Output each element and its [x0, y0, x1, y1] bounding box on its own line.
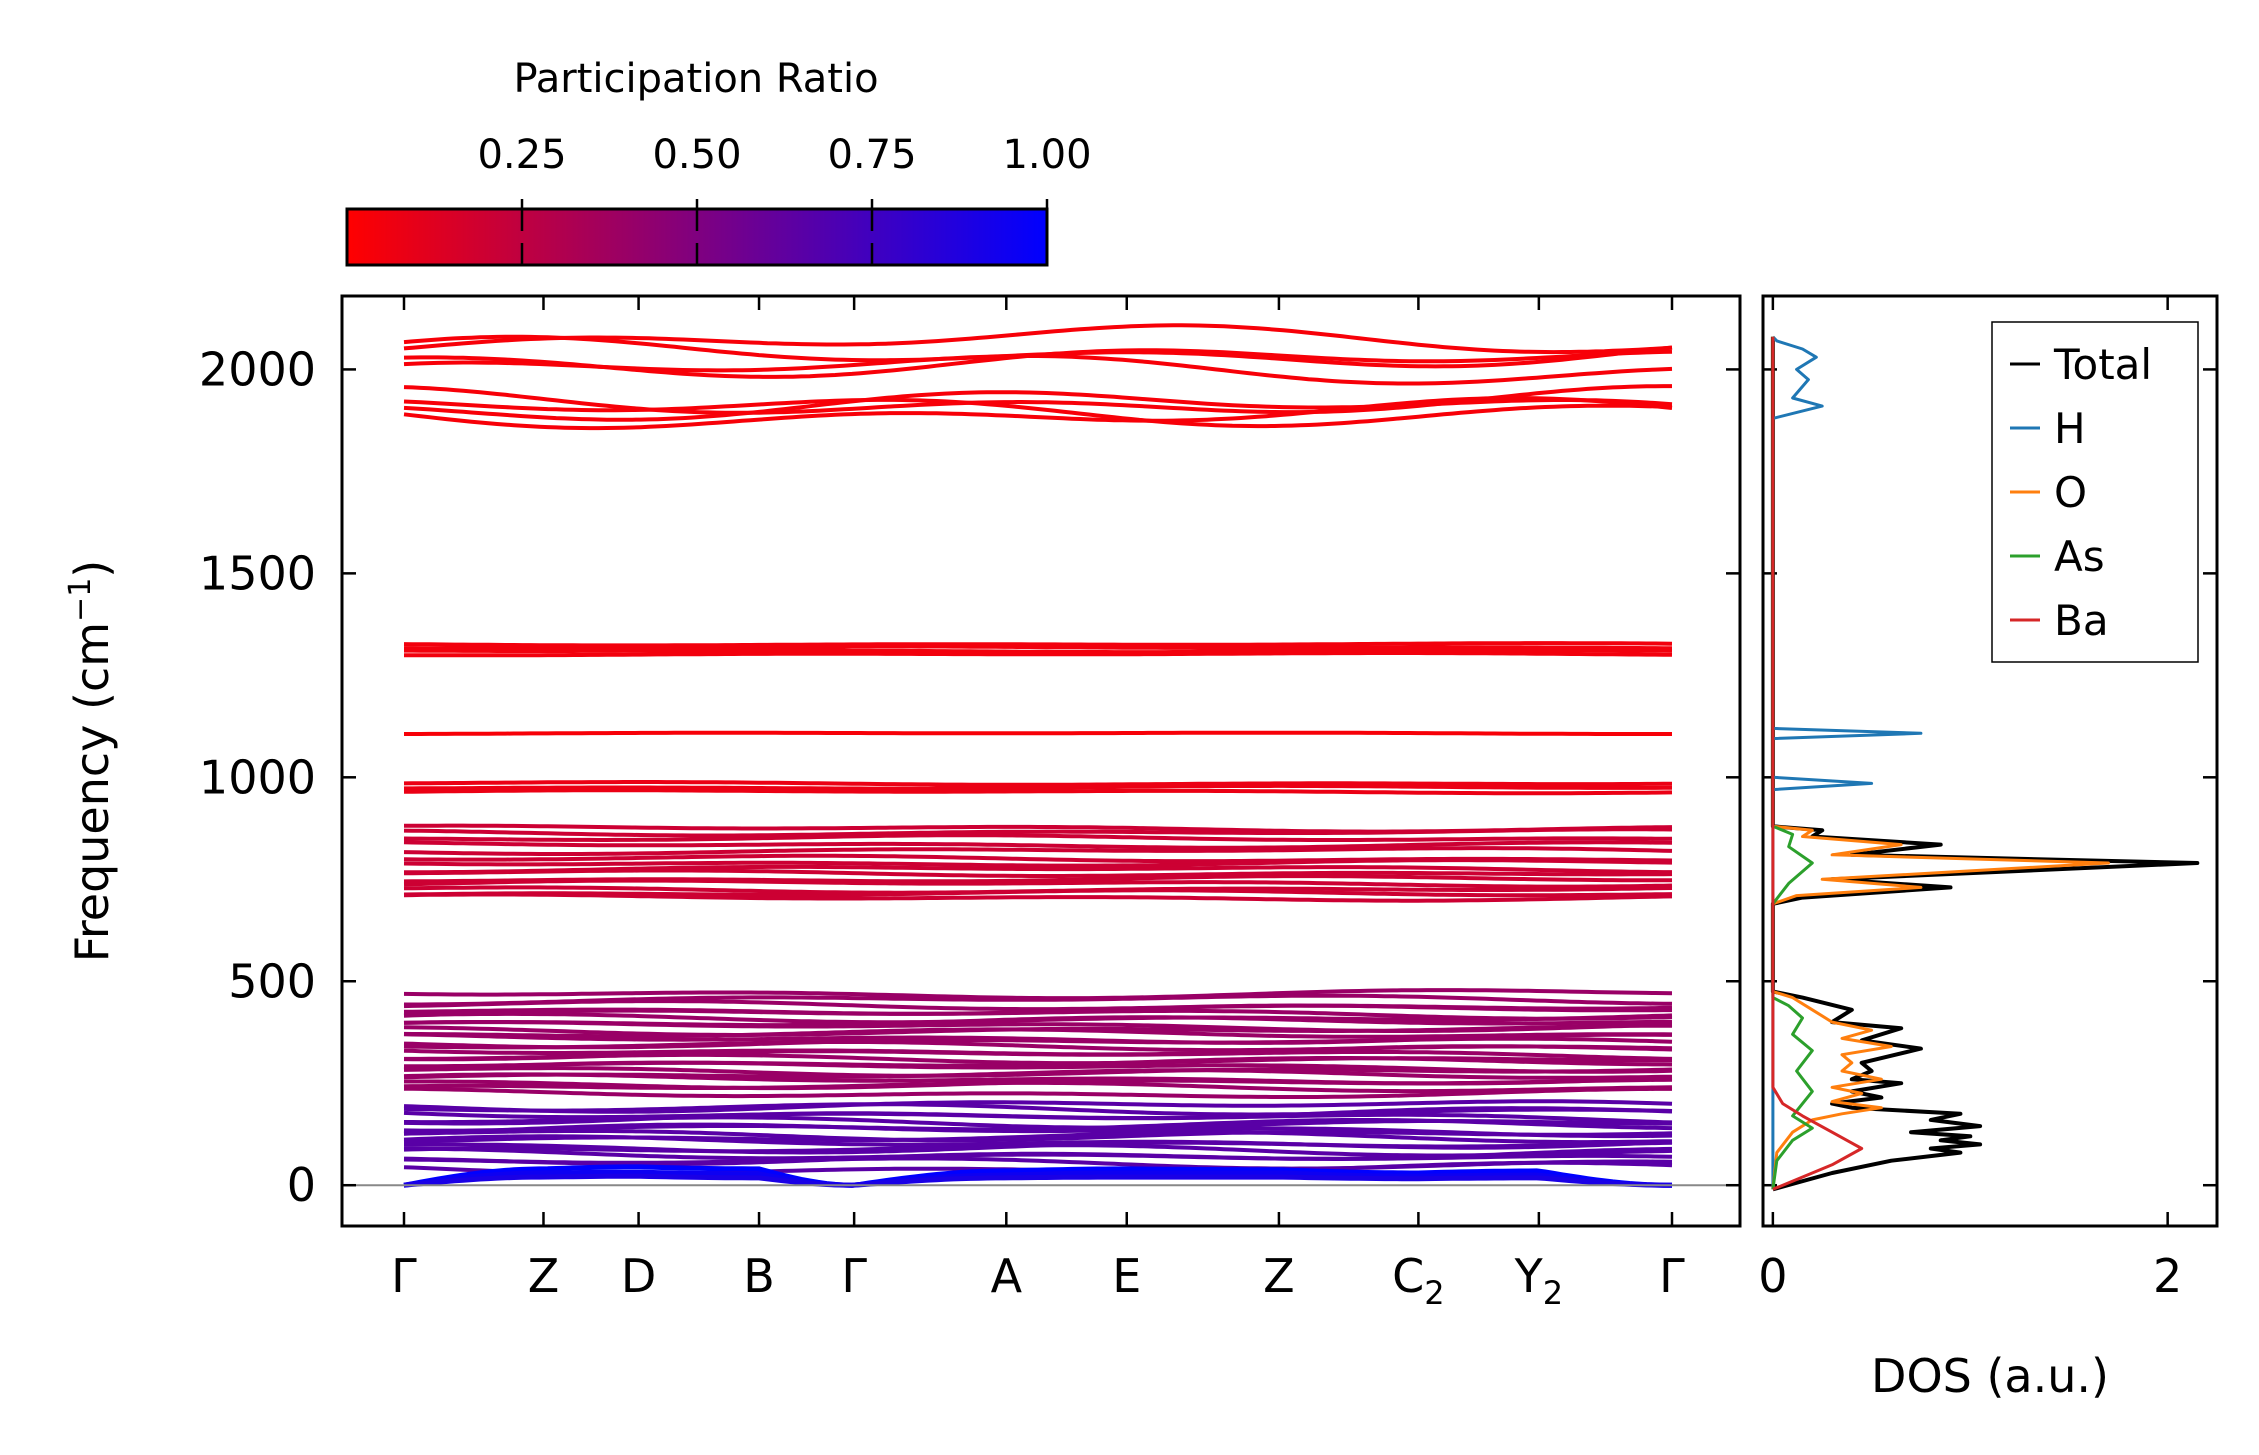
dos-tick-label: 0 [1758, 1249, 1787, 1303]
ylabel-end: ) [65, 560, 119, 578]
band-line [404, 644, 1672, 651]
band-line [403, 396, 1673, 431]
band-line [403, 853, 1673, 864]
high-symmetry-label: Y2 [1514, 1249, 1563, 1312]
band-line [403, 874, 1672, 884]
band-line [403, 788, 1673, 796]
band-structure-panel: 0 500 1000 1500 2000 Γ Z D B Γ A E Z C2 Y2 Γ Frequency… [63, 294, 2217, 1312]
y-tick-label: 0 [287, 1158, 316, 1212]
band-line [403, 641, 1673, 648]
legend-label-total: Total [2053, 340, 2152, 389]
band-line [403, 1173, 1672, 1188]
y-tick-label: 2000 [199, 342, 316, 396]
band-line [403, 1169, 1672, 1188]
dos-curve-ba [1771, 336, 1864, 1191]
y-tick-label: 1500 [199, 546, 316, 600]
dos-axis-label: DOS (a.u.) [1871, 1349, 2109, 1403]
ylabel-superscript: −1 [63, 578, 98, 622]
colorbar-label: Participation Ratio [513, 56, 878, 102]
high-symmetry-label: A [991, 1249, 1023, 1303]
frequency-axis-label: Frequency (cm−1) [63, 560, 119, 963]
colorbar: Participation Ratio 0.25 0.50 0.75 1.00 [345, 56, 1092, 267]
dos-curve-total [1770, 336, 2200, 1192]
band-line [404, 730, 1672, 736]
band-line [404, 651, 1673, 658]
high-symmetry-label: D [621, 1249, 656, 1303]
band-line [403, 885, 1673, 895]
band-line [403, 1011, 1673, 1025]
frequency-axis: 0 500 1000 1500 2000 [199, 342, 2217, 1212]
band-line [404, 823, 1673, 834]
band-lines [403, 323, 1673, 1188]
high-symmetry-label: E [1112, 1249, 1141, 1303]
dos-axes-frame [1761, 294, 2219, 1228]
dos-curve-o [1771, 336, 2110, 1190]
band-line [403, 323, 1673, 355]
band-line [403, 780, 1672, 787]
legend-label-h: H [2054, 404, 2086, 453]
band-line [403, 1130, 1673, 1145]
legend-label-as: As [2054, 532, 2105, 581]
ylabel-main: Frequency (cm [65, 622, 119, 962]
colorbar-ticks: 0.25 0.50 0.75 1.00 [477, 132, 1092, 265]
y-tick-label: 500 [228, 954, 316, 1008]
band-line [403, 384, 1672, 415]
high-symmetry-label: Z [1263, 1249, 1295, 1303]
band-line [403, 1164, 1673, 1188]
high-symmetry-label: Γ [391, 1249, 417, 1303]
band-line [403, 334, 1673, 369]
legend-label-ba: Ba [2054, 596, 2109, 645]
band-line [403, 840, 1673, 850]
band-line [404, 864, 1672, 875]
band-line [404, 648, 1673, 655]
colorbar-tick-label: 0.50 [652, 132, 741, 178]
dos-tick-label: 2 [2153, 1249, 2182, 1303]
y-tick-label: 1000 [199, 750, 316, 804]
band-line [404, 783, 1672, 791]
band-line [403, 846, 1673, 856]
high-symmetry-label: B [743, 1249, 775, 1303]
band-axes-frame [340, 294, 1742, 1228]
band-line [403, 1032, 1672, 1045]
band-line [403, 892, 1673, 903]
high-symmetry-axis: Γ Z D B Γ A E Z C2 Y2 Γ [391, 296, 1685, 1312]
band-line [403, 833, 1672, 842]
band-line [403, 397, 1673, 429]
dos-curve-as [1771, 336, 1814, 1190]
colorbar-tick-label: 0.25 [477, 132, 566, 178]
high-symmetry-label: Γ [841, 1249, 867, 1303]
band-line [403, 988, 1673, 1001]
colorbar-tick-label: 0.75 [827, 132, 916, 178]
dos-curves [1770, 335, 2200, 1192]
legend-label-o: O [2054, 468, 2087, 517]
high-symmetry-label: Γ [1659, 1249, 1685, 1303]
band-line [403, 1099, 1673, 1114]
colorbar-tick-label: 1.00 [1002, 132, 1091, 178]
high-symmetry-label: C2 [1392, 1249, 1444, 1312]
dos-legend: Total HO As Ba [1991, 321, 2199, 663]
dos-curve-h [1771, 335, 1923, 1190]
band-line [403, 1086, 1672, 1099]
high-symmetry-label: Z [528, 1249, 560, 1303]
